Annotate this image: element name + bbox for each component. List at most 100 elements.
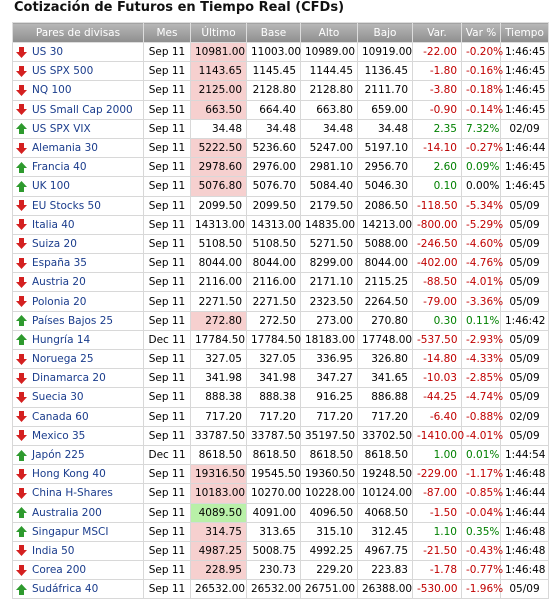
- cell: 33787.50: [190, 425, 247, 446]
- quote-row[interactable]: Francia 40 Sep 11 2978.60 2976.00 2981.10 295…: [12, 157, 549, 178]
- instrument-name[interactable]: Italia 40: [32, 218, 75, 231]
- quote-row[interactable]: Austria 20 Sep 11 2116.00 2116.00 2171.10 211…: [12, 272, 549, 293]
- instrument-name[interactable]: US SPX VIX: [32, 122, 91, 135]
- instrument-name[interactable]: Polonia 20: [32, 295, 87, 308]
- quote-row[interactable]: Singapur MSCI Sep 11 314.75 313.65 315.10 312…: [12, 521, 549, 542]
- quote-row[interactable]: Hungría 14 Dec 11 17784.50 17784.50 18183.00…: [12, 329, 549, 351]
- quote-row[interactable]: Italia 40 Sep 11 14313.00 14313.00 14835.00 1…: [12, 214, 549, 235]
- quote-row[interactable]: Polonia 20 Sep 11 2271.50 2271.50 2323.50 226…: [12, 291, 549, 312]
- quote-row[interactable]: Países Bajos 25 Sep 11 272.80 272.50 273.00 2…: [12, 310, 549, 331]
- column-header[interactable]: Último: [190, 22, 247, 43]
- cell: -88.50: [412, 272, 462, 293]
- quote-row[interactable]: Hong Kong 40 Sep 11 19316.50 19545.50 19360.…: [12, 464, 549, 485]
- quote-row[interactable]: Japón 225 Dec 11 8618.50 8618.50 8618.50 8618…: [12, 444, 549, 466]
- instrument-name[interactable]: China H-Shares: [32, 487, 113, 500]
- instrument-name[interactable]: Alemania 30: [32, 142, 98, 155]
- cell: 1:46:44: [500, 137, 549, 159]
- instrument-name[interactable]: US SPX 500: [32, 65, 94, 78]
- instrument-name[interactable]: Australia 200: [32, 506, 102, 519]
- column-header[interactable]: Tiempo: [500, 22, 549, 43]
- quote-row[interactable]: Australia 200 Sep 11 4089.50 4091.00 4096.50…: [12, 502, 549, 523]
- column-header[interactable]: Var %: [461, 22, 501, 43]
- arrow-down: [16, 391, 27, 403]
- instrument-name[interactable]: UK 100: [32, 180, 70, 193]
- cell: 2171.10: [300, 272, 358, 293]
- column-header[interactable]: Var.: [412, 22, 462, 43]
- cell: 2116.00: [246, 272, 301, 293]
- instrument-name[interactable]: Sudáfrica 40: [32, 583, 99, 596]
- quote-row[interactable]: UK 100 Sep 11 5076.80 5076.70 5084.40 5046.30…: [12, 176, 549, 197]
- cell: -0.14%: [461, 99, 503, 120]
- column-header[interactable]: Mes: [143, 22, 191, 43]
- quote-row[interactable]: España 35 Sep 11 8044.00 8044.00 8299.00 8044…: [12, 253, 549, 274]
- quote-row[interactable]: Corea 200 Sep 11 228.95 230.73 229.20 223.83-…: [12, 560, 549, 581]
- cell: 1:46:45: [500, 80, 549, 101]
- cell: 2323.50: [300, 291, 358, 312]
- cell: Sep 11: [143, 233, 191, 255]
- cell: -0.90: [412, 99, 462, 120]
- cell: 229.20: [300, 560, 358, 581]
- instrument-name[interactable]: Hong Kong 40: [32, 468, 106, 481]
- cell: 1:46:48: [500, 560, 549, 581]
- cell: 34.48: [246, 118, 301, 139]
- quote-row[interactable]: EU Stocks 50 Sep 11 2099.50 2099.50 2179.50 2…: [12, 195, 549, 216]
- cell: Polonia 20: [12, 291, 144, 312]
- quote-row[interactable]: US SPX VIX Sep 11 34.48 34.48 34.48 34.48 2.35…: [12, 118, 549, 139]
- column-header[interactable]: Base: [246, 22, 301, 43]
- instrument-name[interactable]: India 50: [32, 544, 75, 557]
- instrument-name[interactable]: Canada 60: [32, 410, 89, 423]
- cell: 2128.80: [246, 80, 301, 101]
- cell: Sep 11: [143, 464, 191, 485]
- instrument-name[interactable]: Hungría 14: [32, 333, 91, 346]
- quote-row[interactable]: Dinamarca 20 Sep 11 341.98 341.98 347.27 341.…: [12, 368, 549, 389]
- instrument-name[interactable]: Países Bajos 25: [32, 314, 114, 327]
- quote-row[interactable]: Suecia 30 Sep 11 888.38 888.38 916.25 886.88-…: [12, 387, 549, 408]
- cell: 347.27: [300, 368, 358, 389]
- instrument-name[interactable]: Suecia 30: [32, 391, 84, 404]
- instrument-name[interactable]: EU Stocks 50: [32, 199, 101, 212]
- cell: 05/09: [500, 214, 549, 235]
- cell: 5088.00: [357, 233, 413, 255]
- cell: Sep 11: [143, 521, 191, 542]
- quote-row[interactable]: US 30 Sep 11 10981.00 11003.00 10989.00 10919…: [12, 41, 549, 63]
- cell: Sep 11: [143, 176, 191, 197]
- cell: 10919.00: [357, 41, 413, 63]
- arrow-down: [16, 257, 27, 269]
- quote-row[interactable]: US Small Cap 2000 Sep 11 663.50 664.40 663.8…: [12, 99, 549, 120]
- quote-row[interactable]: India 50 Sep 11 4987.25 5008.75 4992.25 4967.…: [12, 540, 549, 562]
- quote-row[interactable]: Mexico 35 Sep 11 33787.50 33787.50 35197.50 3…: [12, 425, 549, 446]
- quote-row[interactable]: Sudáfrica 40 Sep 11 26532.00 26532.00 26751.…: [12, 579, 549, 600]
- instrument-name[interactable]: Japón 225: [32, 449, 85, 462]
- cell: 663.80: [300, 99, 358, 120]
- quote-row[interactable]: NQ 100 Sep 11 2125.00 2128.80 2128.80 2111.70…: [12, 80, 549, 101]
- quote-row[interactable]: Alemania 30 Sep 11 5222.50 5236.60 5247.00 51…: [12, 137, 549, 159]
- cell: 888.38: [190, 387, 247, 408]
- arrow-up: [16, 583, 27, 595]
- quote-row[interactable]: Suiza 20 Sep 11 5108.50 5108.50 5271.50 5088.…: [12, 233, 549, 255]
- instrument-name[interactable]: US 30: [32, 46, 64, 59]
- instrument-name[interactable]: Suiza 20: [32, 237, 77, 250]
- instrument-name[interactable]: Dinamarca 20: [32, 372, 106, 385]
- instrument-name[interactable]: Mexico 35: [32, 429, 86, 442]
- quote-row[interactable]: Noruega 25 Sep 11 327.05 327.05 336.95 326.80…: [12, 348, 549, 370]
- cell: -1.50: [412, 502, 462, 523]
- quote-row[interactable]: US SPX 500 Sep 11 1143.65 1145.45 1144.45 113…: [12, 61, 549, 82]
- instrument-name[interactable]: Noruega 25: [32, 353, 94, 366]
- instrument-name[interactable]: NQ 100: [32, 84, 72, 97]
- column-header[interactable]: Bajo: [357, 22, 413, 43]
- cell: 1:46:48: [500, 540, 549, 562]
- instrument-name[interactable]: Francia 40: [32, 161, 87, 174]
- cell: 717.20: [190, 406, 247, 427]
- instrument-name[interactable]: Singapur MSCI: [32, 525, 109, 538]
- cell: Australia 200: [12, 502, 144, 523]
- column-header[interactable]: Alto: [300, 22, 358, 43]
- instrument-name[interactable]: US Small Cap 2000: [32, 103, 133, 116]
- instrument-name[interactable]: Corea 200: [32, 564, 87, 577]
- quote-row[interactable]: Canada 60 Sep 11 717.20 717.20 717.20 717.20-…: [12, 406, 549, 427]
- instrument-name[interactable]: Austria 20: [32, 276, 86, 289]
- quote-row[interactable]: China H-Shares Sep 11 10183.00 10270.00 1022…: [12, 483, 549, 504]
- cell: 4096.50: [300, 502, 358, 523]
- cell: 02/09: [500, 406, 549, 427]
- instrument-name[interactable]: España 35: [32, 257, 87, 270]
- column-header[interactable]: Pares de divisas: [12, 22, 144, 43]
